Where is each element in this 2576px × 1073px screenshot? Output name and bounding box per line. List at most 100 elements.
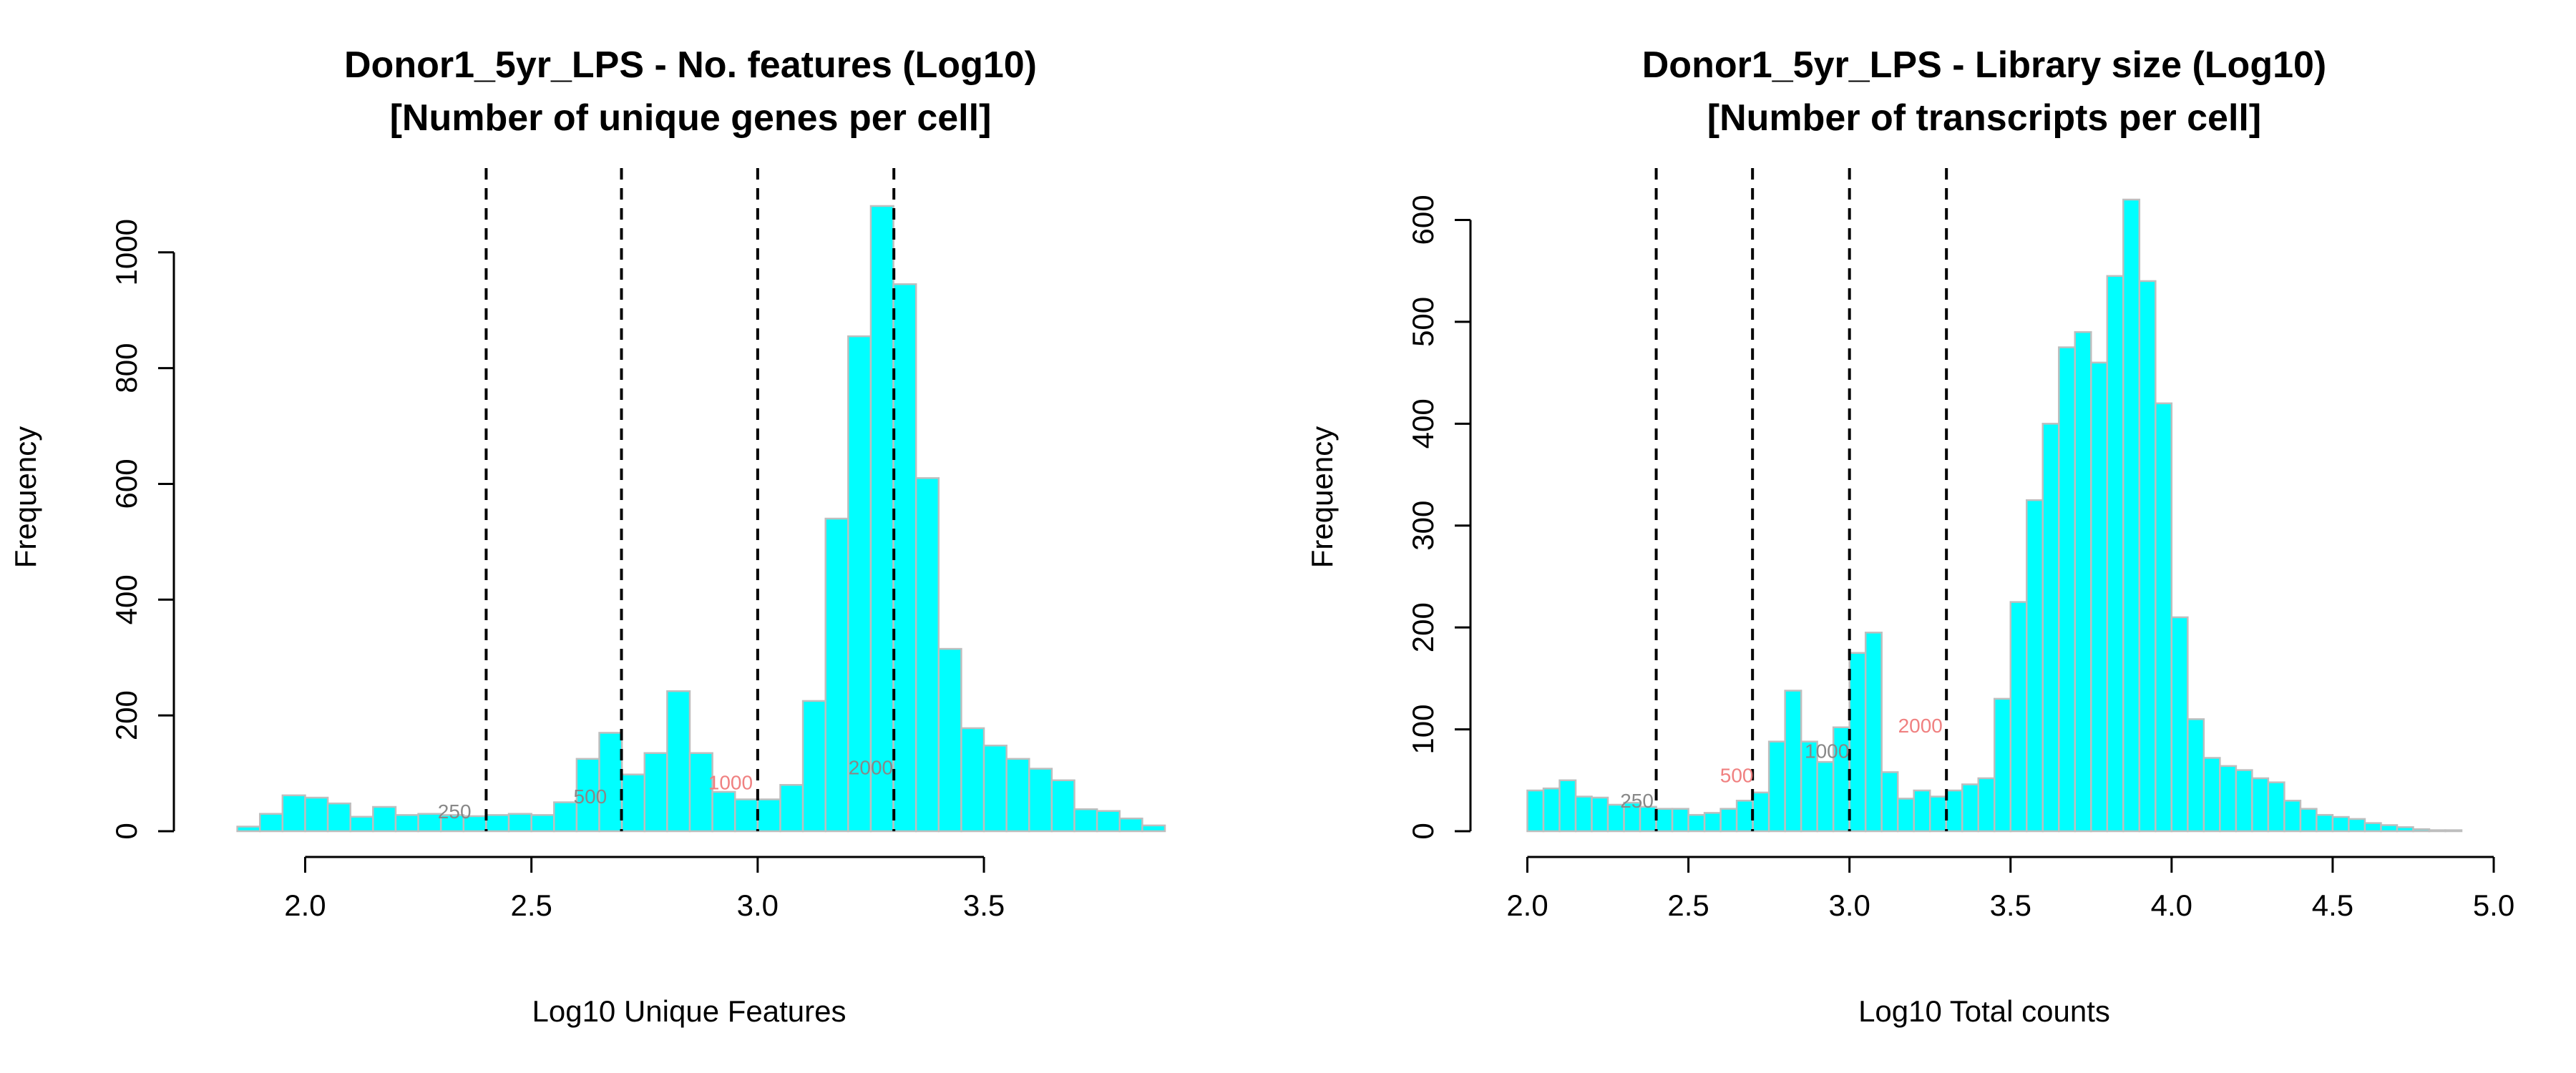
features-bar-7: [372, 805, 397, 833]
library-x-tick-label-4: 4.0: [2151, 888, 2192, 922]
library-bar-37: [2106, 275, 2124, 833]
features-bar-38: [1073, 808, 1098, 833]
features-bar-28: [847, 335, 872, 833]
features-bar-12: [485, 814, 510, 833]
library-bar-52: [2348, 818, 2366, 833]
features-bar-39: [1096, 810, 1121, 833]
library-bar-49: [2299, 808, 2318, 833]
library-bar-16: [1767, 740, 1786, 833]
library-bar-29: [1977, 777, 1996, 833]
library-x-axis: 2.0 2.5 3.0 3.5 4.0 4.5 5.0: [1506, 856, 2514, 922]
features-y-axis: 0 200 400 600 800 1000: [109, 219, 175, 840]
library-y-tick-label-3: 300: [1406, 501, 1440, 551]
features-bar-16: [575, 758, 600, 833]
library-y-tick-label-2: 200: [1406, 602, 1440, 652]
library-bar-5: [1591, 796, 1609, 833]
features-bar-13: [507, 813, 532, 833]
library-bar-3: [1558, 779, 1577, 833]
features-bar-8: [394, 814, 419, 833]
library-bar-11: [1687, 813, 1706, 833]
library-bar-1: [1526, 789, 1545, 833]
features-title-line2: [Number of unique genes per cell]: [390, 97, 992, 139]
features-y-tick-label-1: 200: [109, 690, 143, 740]
library-bar-26: [1928, 795, 1947, 833]
library-bar-27: [1945, 789, 1963, 833]
library-bar-55: [2396, 826, 2414, 833]
library-threshold-label-2: 1000: [1805, 740, 1849, 762]
features-threshold-labels: 250 500 1000 2000: [438, 757, 893, 823]
features-bar-24: [756, 798, 781, 833]
features-bar-3: [281, 794, 306, 833]
features-bar-2: [258, 813, 284, 833]
library-bar-53: [2363, 822, 2382, 833]
library-y-tick-label-6: 600: [1406, 195, 1440, 245]
library-y-axis: 0 100 200 300 400 500 600: [1406, 195, 1472, 840]
features-bar-19: [643, 752, 668, 833]
features-y-axis-title: Frequency: [9, 426, 42, 568]
library-bar-42: [2187, 718, 2205, 833]
library-bar-22: [1864, 632, 1883, 833]
features-bar-21: [688, 752, 713, 833]
library-x-tick-label-1: 2.5: [1667, 888, 1709, 922]
features-threshold-label-2: 1000: [708, 772, 753, 794]
library-bar-25: [1913, 789, 1931, 833]
library-y-tick-label-1: 100: [1406, 705, 1440, 755]
library-bar-33: [2041, 423, 2060, 833]
library-bar-40: [2155, 402, 2173, 833]
library-bar-51: [2331, 815, 2350, 833]
library-bar-17: [1784, 690, 1802, 833]
features-bar-30: [892, 283, 917, 833]
library-bar-13: [1719, 808, 1738, 833]
library-bar-34: [2058, 346, 2077, 833]
features-bar-34: [982, 744, 1008, 833]
features-histogram-panel: Donor1_5yr_LPS - No. features (Log10) [N…: [9, 44, 1166, 1028]
library-bar-38: [2122, 198, 2141, 833]
library-bar-46: [2251, 777, 2270, 833]
library-bar-35: [2074, 330, 2092, 833]
library-bar-48: [2283, 800, 2302, 833]
features-y-tick-label-3: 600: [109, 459, 143, 509]
features-y-tick-label-2: 400: [109, 574, 143, 624]
features-bar-18: [620, 773, 646, 833]
library-y-tick-label-0: 0: [1406, 823, 1440, 839]
library-bar-12: [1703, 812, 1722, 833]
features-y-tick-label-5: 1000: [109, 219, 143, 285]
features-bar-36: [1028, 768, 1053, 833]
features-bar-31: [914, 477, 940, 833]
features-bar-1: [236, 825, 261, 833]
library-bar-14: [1735, 800, 1754, 833]
features-threshold-lines: [484, 168, 896, 831]
library-bar-56: [2412, 828, 2431, 833]
library-x-tick-label-3: 3.5: [1990, 888, 2031, 922]
library-bar-23: [1880, 771, 1899, 833]
library-y-tick-label-4: 400: [1406, 398, 1440, 449]
features-bar-40: [1118, 817, 1143, 833]
features-x-tick-label-2: 3.0: [737, 888, 779, 922]
library-bar-9: [1655, 808, 1674, 833]
features-threshold-label-1: 500: [574, 785, 608, 808]
library-bar-24: [1896, 798, 1915, 833]
library-title-line1: Donor1_5yr_LPS - Library size (Log10): [1642, 44, 2327, 86]
library-x-tick-label-0: 2.0: [1506, 888, 1548, 922]
library-bar-50: [2316, 813, 2334, 833]
library-threshold-label-3: 2000: [1898, 715, 1943, 737]
features-bar-15: [553, 801, 578, 833]
library-bar-44: [2219, 765, 2238, 833]
features-x-tick-label-0: 2.0: [284, 888, 326, 922]
features-bar-22: [711, 790, 736, 833]
library-bar-41: [2170, 616, 2189, 833]
library-bar-39: [2138, 280, 2157, 833]
features-bar-17: [598, 732, 623, 833]
features-y-tick-label-0: 0: [109, 823, 143, 839]
features-bar-32: [937, 647, 962, 833]
features-x-tick-label-3: 3.5: [963, 888, 1005, 922]
features-bar-33: [960, 727, 985, 833]
features-bar-37: [1050, 779, 1075, 833]
features-bar-4: [304, 796, 329, 833]
library-bar-28: [1961, 783, 1979, 833]
library-threshold-label-1: 500: [1720, 765, 1754, 787]
library-bar-2: [1542, 787, 1561, 833]
library-x-axis-title: Log10 Total counts: [1858, 994, 2110, 1028]
library-size-histogram-panel: Donor1_5yr_LPS - Library size (Log10) [N…: [1305, 44, 2514, 1028]
